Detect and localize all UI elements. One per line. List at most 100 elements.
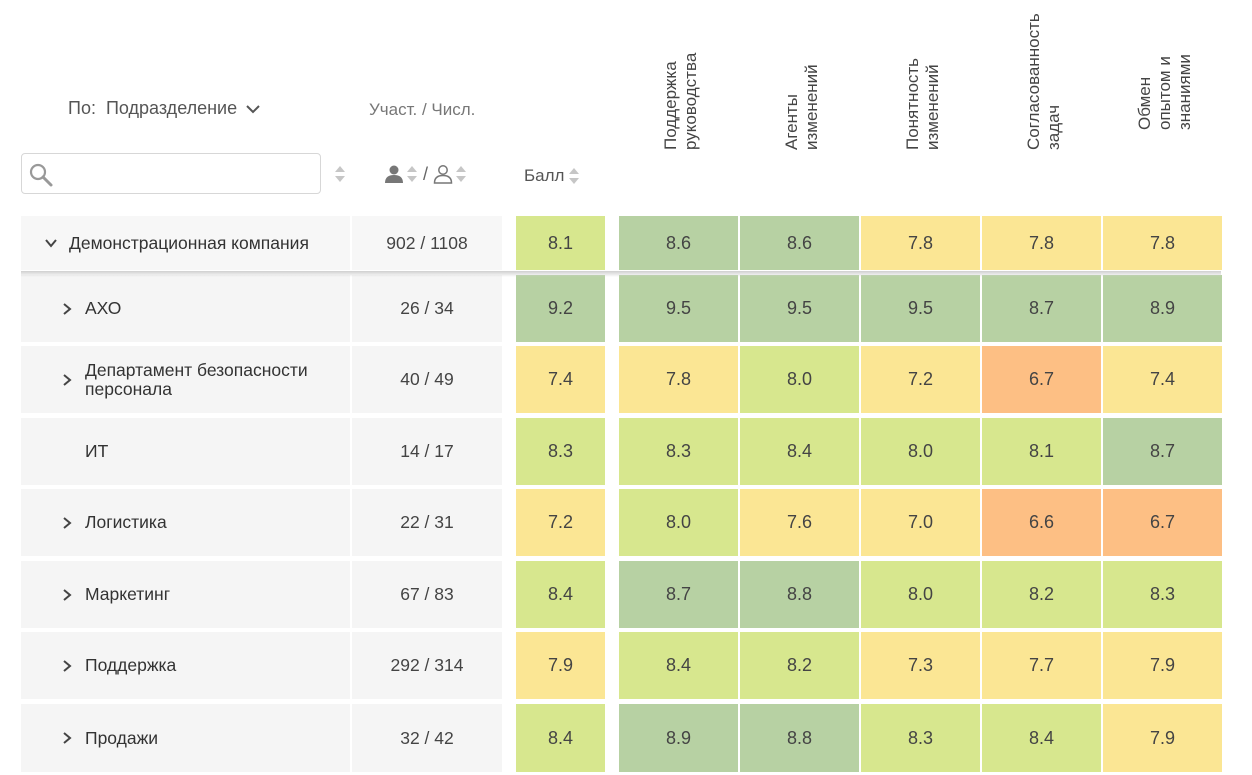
column-header-1[interactable]: Поддержка руководства — [661, 20, 781, 190]
chevron-right-icon[interactable] — [61, 373, 73, 386]
row-name: АХО — [85, 298, 122, 318]
table-row-total[interactable]: Демонстрационная компания 902 / 1108 8.1 8.… — [21, 216, 1222, 270]
metric-cell[interactable]: 7.8 — [982, 216, 1101, 270]
metric-cell[interactable]: 7.8 — [619, 346, 738, 413]
metric-cell[interactable]: 7.4 — [1103, 346, 1222, 413]
metric-cell[interactable]: 7.2 — [861, 346, 980, 413]
metric-cell[interactable]: 6.6 — [982, 489, 1101, 556]
table-row[interactable]: АХО 26 / 34 9.2 9.5 9.5 9.5 8.7 8.9 — [21, 275, 1222, 342]
table-row[interactable]: ИТ 14 / 17 8.3 8.3 8.4 8.0 8.1 8.7 — [21, 418, 1222, 485]
metric-cell[interactable]: 8.6 — [619, 216, 738, 270]
table-row[interactable]: Логистика 22 / 31 7.2 8.0 7.6 7.0 6.6 6.7 — [21, 489, 1222, 556]
metric-cell[interactable]: 7.8 — [1103, 216, 1222, 270]
chevron-right-icon[interactable] — [61, 732, 73, 744]
column-header-line: Обмен — [1135, 76, 1154, 130]
metric-cell[interactable]: 8.7 — [619, 561, 738, 628]
row-counts: 14 / 17 — [352, 418, 502, 485]
metric-cell[interactable]: 7.8 — [861, 216, 980, 270]
sort-name-arrows-icon[interactable] — [334, 163, 346, 185]
metric-cell[interactable]: 8.4 — [982, 704, 1101, 772]
column-header-line: Поддержка — [661, 61, 680, 150]
sort-headcount-arrows-icon[interactable] — [455, 163, 467, 185]
metric-cell[interactable]: 7.9 — [1103, 632, 1222, 699]
metric-cell[interactable]: 8.1 — [982, 418, 1101, 485]
row-name-cell[interactable]: Продажи — [21, 704, 350, 772]
metric-cell[interactable]: 7.3 — [861, 632, 980, 699]
metric-cell[interactable]: 8.9 — [619, 704, 738, 772]
metric-cell[interactable]: 8.0 — [619, 489, 738, 556]
chevron-down-icon — [246, 104, 260, 113]
row-name-cell[interactable]: Логистика — [21, 489, 350, 556]
column-header-line: изменений — [923, 64, 942, 150]
metric-cell[interactable]: 8.0 — [861, 561, 980, 628]
metric-cell[interactable]: 8.8 — [740, 704, 859, 772]
column-header-line: Агенты — [782, 93, 801, 150]
table-row[interactable]: Поддержка 292 / 314 7.9 8.4 8.2 7.3 7.7 7.9 — [21, 632, 1222, 699]
row-name-cell[interactable]: Демонстрационная компания — [21, 216, 350, 270]
metric-cell[interactable]: 8.3 — [619, 418, 738, 485]
score-cell[interactable]: 7.2 — [516, 489, 605, 556]
score-cell[interactable]: 8.1 — [516, 216, 605, 270]
score-cell[interactable]: 7.9 — [516, 632, 605, 699]
score-cell[interactable]: 8.3 — [516, 418, 605, 485]
metric-cell[interactable]: 8.3 — [1103, 561, 1222, 628]
score-cell[interactable]: 7.4 — [516, 346, 605, 413]
chevron-right-icon[interactable] — [61, 302, 73, 315]
table-row[interactable]: Департамент безопасности персонала 40 / 4… — [21, 346, 1222, 413]
metric-cell[interactable]: 7.9 — [1103, 704, 1222, 772]
row-name-cell[interactable]: Маркетинг — [21, 561, 350, 628]
user-filled-icon — [385, 165, 403, 183]
metric-cell[interactable]: 8.8 — [740, 561, 859, 628]
group-by-dropdown[interactable]: Подразделение — [106, 98, 261, 119]
metric-cell[interactable]: 8.9 — [1103, 275, 1222, 342]
group-by-value: Подразделение — [105, 98, 238, 118]
row-name-cell[interactable]: ИТ — [21, 418, 350, 485]
column-header-line: опытом и — [1155, 56, 1174, 130]
metric-cell[interactable]: 9.5 — [740, 275, 859, 342]
chevron-right-icon[interactable] — [61, 516, 73, 529]
column-header-4[interactable]: Согласованность задач — [1024, 13, 1144, 190]
metric-cell[interactable]: 9.5 — [861, 275, 980, 342]
chevron-right-icon[interactable] — [61, 659, 73, 672]
metric-cell[interactable]: 6.7 — [982, 346, 1101, 413]
metric-cell[interactable]: 6.7 — [1103, 489, 1222, 556]
search-input[interactable] — [60, 154, 320, 195]
row-counts: 292 / 314 — [352, 632, 502, 699]
column-header-2[interactable]: Агенты изменений — [782, 20, 902, 190]
metric-cell[interactable]: 8.6 — [740, 216, 859, 270]
column-header-5[interactable]: Обмен опытом и знаниями — [1135, 20, 1252, 190]
row-name-cell[interactable]: Департамент безопасности персонала — [21, 346, 350, 413]
column-header-3[interactable]: Понятность изменений — [903, 20, 1023, 190]
table-row[interactable]: Маркетинг 67 / 83 8.4 8.7 8.8 8.0 8.2 8.3 — [21, 561, 1222, 628]
metric-cell[interactable]: 8.4 — [619, 632, 738, 699]
table-row[interactable]: Продажи 32 / 42 8.4 8.9 8.8 8.3 8.4 7.9 — [21, 704, 1222, 772]
metric-cell[interactable]: 9.5 — [619, 275, 738, 342]
metric-cell[interactable]: 8.4 — [740, 418, 859, 485]
metric-cell[interactable]: 8.0 — [861, 418, 980, 485]
sort-score-arrows-icon[interactable] — [568, 165, 580, 187]
metric-cell[interactable]: 7.0 — [861, 489, 980, 556]
metric-cell[interactable]: 7.7 — [982, 632, 1101, 699]
score-header[interactable]: Балл — [524, 165, 580, 187]
score-cell[interactable]: 8.4 — [516, 561, 605, 628]
sort-participants-arrows-icon[interactable] — [406, 163, 418, 185]
metric-cell[interactable]: 8.2 — [982, 561, 1101, 628]
row-name-cell[interactable]: Поддержка — [21, 632, 350, 699]
metric-cell[interactable]: 8.7 — [1103, 418, 1222, 485]
metric-cell[interactable]: 8.7 — [982, 275, 1101, 342]
metric-cell[interactable]: 8.0 — [740, 346, 859, 413]
participants-slash: / — [423, 163, 429, 184]
metric-cell[interactable]: 8.2 — [740, 632, 859, 699]
score-cell[interactable]: 8.4 — [516, 704, 605, 772]
column-header-line: задач — [1044, 104, 1063, 150]
row-counts: 26 / 34 — [352, 275, 502, 342]
metric-cell[interactable]: 8.3 — [861, 704, 980, 772]
metric-cell[interactable]: 7.6 — [740, 489, 859, 556]
chevron-down-icon[interactable] — [45, 237, 57, 249]
group-by-control: По: Подразделение — [68, 98, 261, 119]
user-outline-icon — [433, 165, 453, 184]
row-name-cell[interactable]: АХО — [21, 275, 350, 342]
chevron-right-icon[interactable] — [61, 588, 73, 601]
score-cell[interactable]: 9.2 — [516, 275, 605, 342]
row-name: Маркетинг — [85, 584, 171, 604]
